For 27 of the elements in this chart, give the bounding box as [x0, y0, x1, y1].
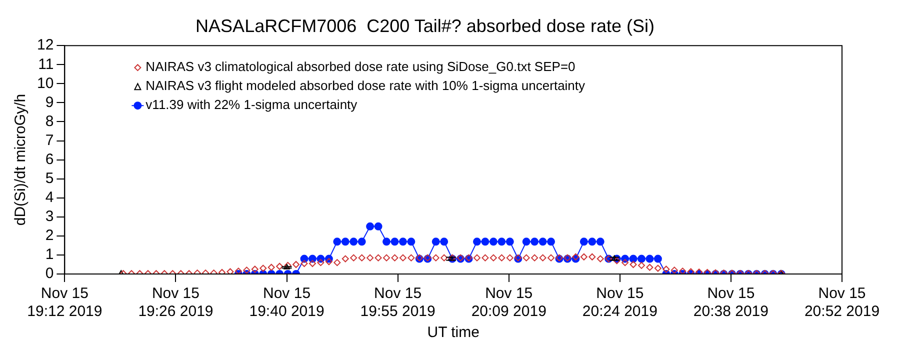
legend-label: v11.39 with 22% 1-sigma uncertainty — [146, 97, 358, 112]
y-tick-label: 10 — [36, 74, 54, 92]
legend-label: NAIRAS v3 flight modeled absorbed dose rate with 10% 1-sigma uncertainty — [146, 78, 586, 94]
x-tick-label: Nov 15 20:52 2019 — [804, 285, 880, 320]
y-tick-label: 8 — [45, 112, 54, 130]
y-tick-label: 11 — [38, 56, 54, 73]
legend-label: NAIRAS v3 climatological absorbed dose rate using SiDose_G0.txt SEP=0 — [146, 59, 576, 74]
x-tick-label: Nov 15 20:09 2019 — [471, 285, 546, 320]
x-tick-label: Nov 15 20:24 2019 — [582, 285, 658, 320]
y-tick-label: 0 — [45, 265, 54, 282]
y-tick-label: 7 — [45, 132, 54, 149]
y-tick-label: 5 — [45, 170, 54, 187]
x-tick-label: Nov 15 19:55 2019 — [360, 285, 436, 320]
x-axis-title: UT time — [427, 324, 480, 342]
x-tick-label: Nov 15 19:40 2019 — [249, 285, 324, 320]
y-tick-label: 6 — [45, 150, 54, 168]
y-tick-label: 4 — [45, 189, 54, 206]
y-tick-label: 12 — [36, 36, 54, 54]
y-tick-label: 3 — [45, 208, 54, 226]
y-axis-title: dD(Si)/dt microGy/h — [12, 94, 30, 226]
y-tick-label: 1 — [45, 246, 54, 264]
chart-title: NASALaRCFM7006 C200 Tail#? absorbed dose rate (Si) — [196, 16, 654, 36]
y-tick-label: 2 — [45, 227, 54, 244]
x-tick-label: Nov 15 19:12 2019 — [27, 285, 102, 320]
x-tick-label: Nov 15 20:38 2019 — [693, 285, 768, 320]
x-tick-label: Nov 15 19:26 2019 — [138, 285, 214, 320]
y-tick-label: 9 — [45, 94, 54, 111]
